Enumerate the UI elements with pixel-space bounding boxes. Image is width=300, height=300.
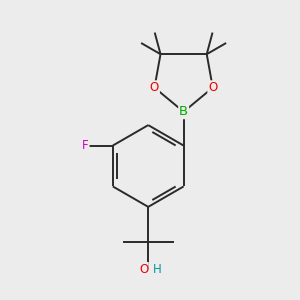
Text: B: B	[179, 105, 188, 118]
Text: O: O	[150, 81, 159, 94]
Text: O: O	[208, 81, 218, 94]
Text: O: O	[139, 262, 148, 276]
Text: F: F	[82, 139, 89, 152]
Text: H: H	[152, 262, 161, 276]
